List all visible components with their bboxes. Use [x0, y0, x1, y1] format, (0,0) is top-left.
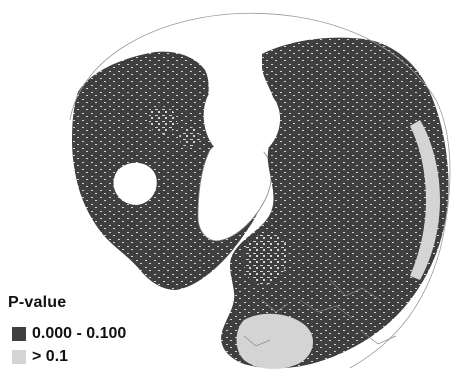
arctic-islands: [148, 106, 200, 148]
europe-south: [236, 313, 313, 369]
legend-label-not-significant: > 0.1: [32, 348, 69, 365]
scandinavia: [243, 233, 289, 285]
country-boundaries: [243, 279, 397, 347]
hemisphere-outline: [69, 12, 451, 369]
legend-item-not-significant: > 0.1: [12, 347, 68, 367]
legend-label-significant: 0.000 - 0.100: [32, 325, 127, 342]
legend-swatch-not-significant: [12, 350, 26, 364]
legend-swatch-significant: [12, 327, 26, 341]
asia-east-band: [410, 120, 440, 280]
arctic-ocean: [203, 82, 281, 159]
legend-item-significant: 0.000 - 0.100: [12, 324, 126, 344]
map-legend: P-value 0.000 - 0.100 > 0.1: [6, 294, 196, 374]
legend-title: P-value: [8, 294, 67, 311]
hudson-bay: [113, 162, 157, 205]
